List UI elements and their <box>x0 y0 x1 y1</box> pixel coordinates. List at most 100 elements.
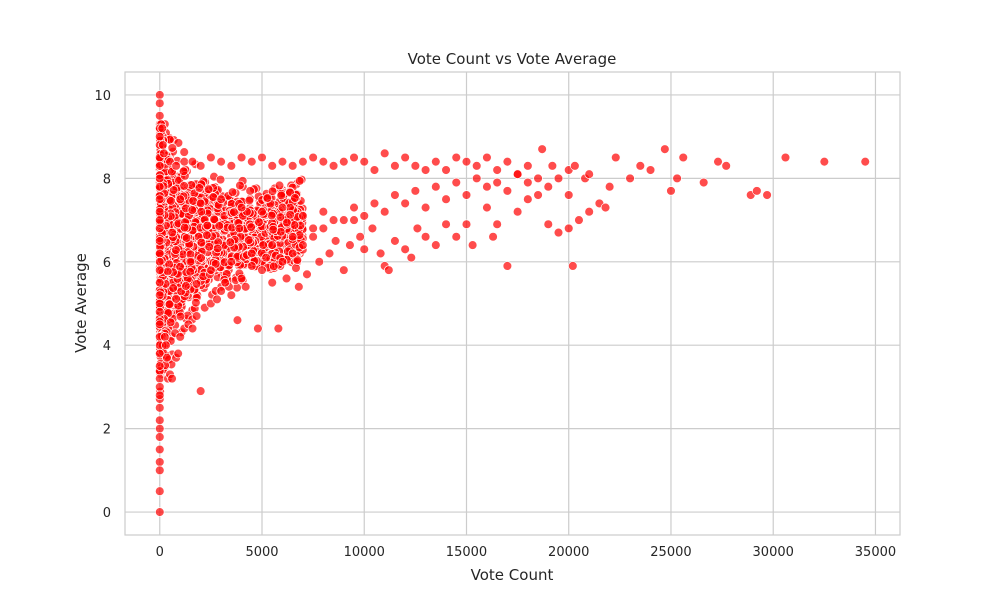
data-point <box>277 202 288 213</box>
data-point <box>420 202 431 213</box>
data-point <box>318 156 329 167</box>
data-point <box>533 190 543 200</box>
data-point <box>236 273 247 284</box>
data-point <box>181 281 191 291</box>
data-point <box>547 161 558 171</box>
data-point <box>277 257 288 267</box>
data-point <box>533 173 543 184</box>
data-point <box>400 244 410 255</box>
data-point <box>215 174 226 185</box>
data-point <box>216 286 226 296</box>
data-point <box>324 248 335 259</box>
data-point <box>318 223 329 234</box>
data-point <box>206 265 216 275</box>
data-point <box>236 152 247 163</box>
data-point <box>384 265 394 275</box>
data-point <box>492 165 502 175</box>
data-point <box>229 207 239 217</box>
data-point <box>600 202 611 213</box>
data-point <box>277 156 288 167</box>
data-point <box>155 307 165 317</box>
data-point <box>762 190 772 200</box>
data-point <box>461 190 472 200</box>
data-point <box>155 423 165 434</box>
data-point <box>155 415 165 426</box>
data-point <box>273 323 284 334</box>
chart-title: Vote Count vs Vote Average <box>408 50 617 68</box>
data-point <box>611 152 621 163</box>
data-point <box>257 152 267 163</box>
data-point <box>160 332 170 342</box>
data-point <box>195 386 206 396</box>
data-point <box>194 183 205 193</box>
data-point <box>234 223 245 234</box>
data-point <box>291 263 301 273</box>
x-axis-title: Vote Count <box>471 566 554 584</box>
data-point <box>390 190 400 200</box>
data-point <box>195 198 206 209</box>
x-tick-label: 25000 <box>650 545 691 560</box>
data-point <box>171 294 181 304</box>
data-point <box>166 196 176 206</box>
data-point <box>400 198 410 209</box>
data-point <box>155 444 165 455</box>
data-point <box>359 156 369 167</box>
data-point <box>155 90 165 100</box>
data-point <box>247 156 257 167</box>
data-point <box>164 299 175 310</box>
data-point <box>165 317 176 328</box>
data-point <box>412 223 423 234</box>
data-point <box>155 390 165 401</box>
data-point <box>488 232 498 242</box>
data-point <box>713 156 723 167</box>
data-point <box>195 161 206 171</box>
y-tick-label: 4 <box>103 339 111 354</box>
data-point <box>451 177 462 188</box>
data-point <box>471 173 482 184</box>
data-point <box>819 156 830 167</box>
data-point <box>678 152 688 163</box>
data-point <box>355 232 365 242</box>
data-point <box>318 206 329 217</box>
data-point <box>461 219 472 229</box>
data-point <box>227 187 238 197</box>
data-point <box>282 217 292 228</box>
data-point <box>635 161 646 171</box>
data-point <box>208 192 218 202</box>
data-point <box>294 176 305 186</box>
data-point <box>267 186 278 197</box>
data-point <box>240 282 251 292</box>
data-point <box>420 165 431 175</box>
data-point <box>236 202 247 213</box>
data-point <box>645 165 656 175</box>
data-points <box>155 90 870 517</box>
data-point <box>467 240 478 250</box>
data-point <box>268 224 278 235</box>
data-point <box>167 143 178 153</box>
data-point <box>155 465 165 476</box>
data-point <box>253 323 263 334</box>
data-point <box>262 193 273 203</box>
data-point <box>451 232 462 242</box>
data-point <box>302 269 312 280</box>
data-point <box>203 184 214 194</box>
data-point <box>155 248 165 259</box>
data-point <box>780 152 791 163</box>
x-tick-label: 5000 <box>245 545 278 560</box>
data-point <box>269 261 279 272</box>
data-point <box>379 148 390 159</box>
data-point <box>155 290 165 300</box>
y-axis-title: Vote Average <box>72 253 90 353</box>
data-point <box>752 186 762 196</box>
data-point <box>339 215 349 225</box>
data-point <box>523 161 533 171</box>
data-point <box>155 173 165 184</box>
data-point <box>523 194 533 204</box>
data-point <box>191 297 201 308</box>
data-point <box>314 257 325 267</box>
data-point <box>206 152 216 163</box>
tick-labels: 0 5000 10000 15000 20000 25000 30000 35000 0 2 4 6 8… <box>94 89 896 560</box>
data-point <box>245 186 255 196</box>
data-point <box>163 266 173 277</box>
